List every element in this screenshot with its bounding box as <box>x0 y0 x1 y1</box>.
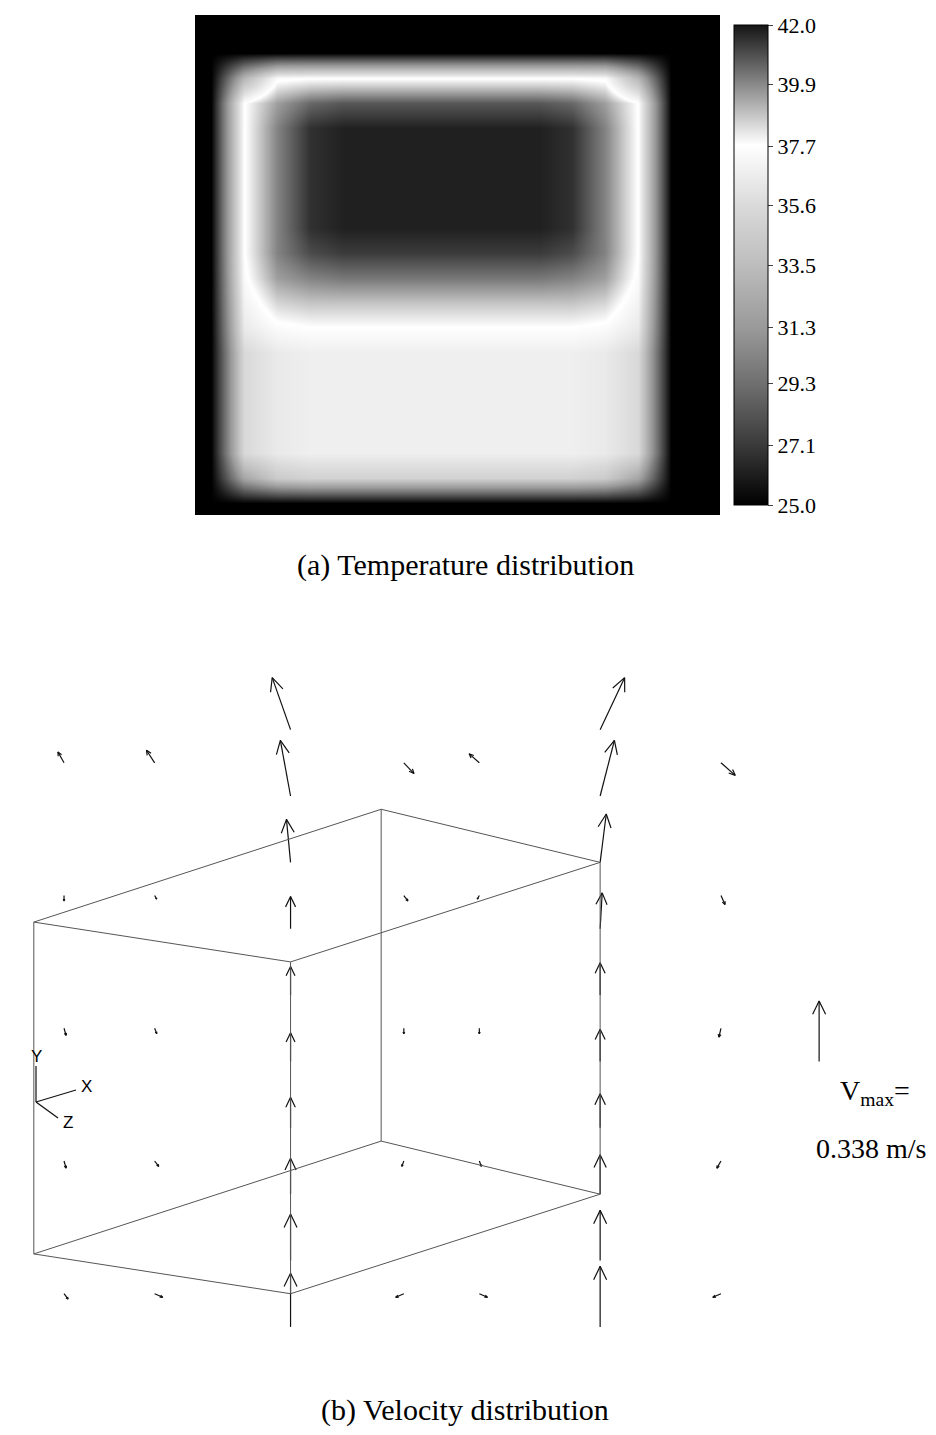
svg-text:35.6: 35.6 <box>777 193 816 218</box>
svg-text:33.5: 33.5 <box>777 253 816 278</box>
svg-text:31.3: 31.3 <box>777 315 816 340</box>
svg-text:42.0: 42.0 <box>777 13 816 38</box>
svg-text:(a) Temperature distribution: (a) Temperature distribution <box>297 548 634 582</box>
svg-text:29.3: 29.3 <box>777 371 816 396</box>
svg-text:V​max​=: V​max​= <box>840 1075 910 1110</box>
svg-text:(b) Velocity distribution: (b) Velocity distribution <box>321 1393 609 1427</box>
svg-text:0.338 m/s: 0.338 m/s <box>816 1133 926 1164</box>
svg-text:27.1: 27.1 <box>777 433 816 458</box>
svg-text:39.9: 39.9 <box>777 72 816 97</box>
svg-text:Z: Z <box>63 1113 73 1132</box>
svg-text:X: X <box>81 1077 92 1096</box>
svg-text:37.7: 37.7 <box>777 134 816 159</box>
svg-text:25.0: 25.0 <box>777 493 816 518</box>
svg-text:Y: Y <box>31 1047 42 1066</box>
